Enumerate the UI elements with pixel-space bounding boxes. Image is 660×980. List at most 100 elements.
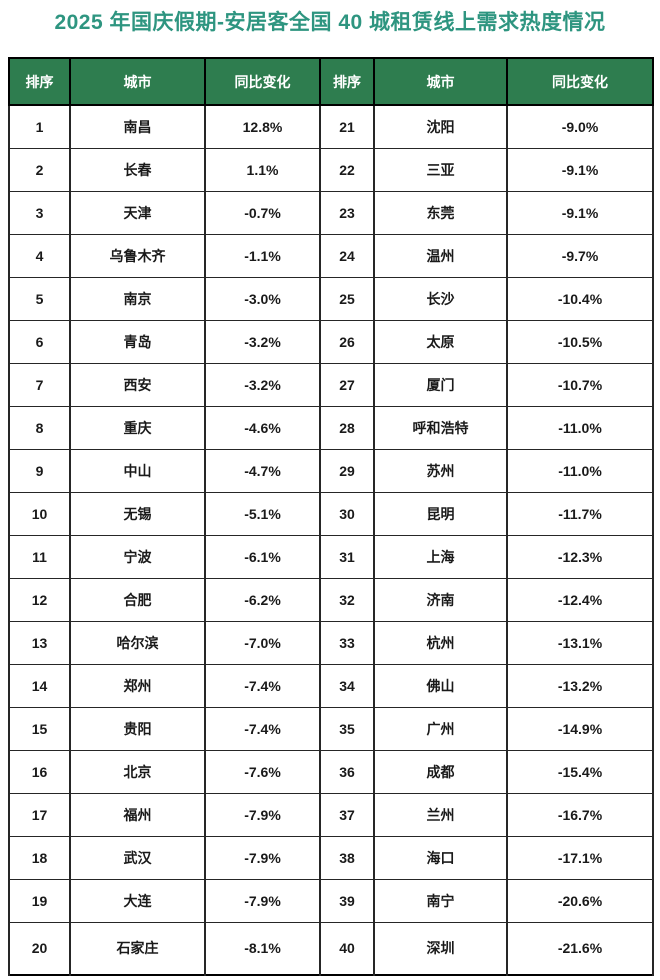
rank-cell: 39 bbox=[319, 878, 375, 923]
change-cell: -0.7% bbox=[204, 190, 321, 235]
city-cell: 成都 bbox=[373, 749, 508, 794]
change-cell: -17.1% bbox=[506, 835, 654, 880]
change-cell: -5.1% bbox=[204, 491, 321, 536]
change-cell: -11.0% bbox=[506, 448, 654, 493]
change-cell: -7.4% bbox=[204, 663, 321, 708]
rank-cell: 7 bbox=[8, 362, 71, 407]
rank-cell: 2 bbox=[8, 147, 71, 192]
table-row: 1 南昌 12.8% 21 沈阳 -9.0% bbox=[8, 104, 654, 149]
change-cell: -4.6% bbox=[204, 405, 321, 450]
city-cell: 苏州 bbox=[373, 448, 508, 493]
change-cell: 12.8% bbox=[204, 104, 321, 149]
table-header-row: 排序 城市 同比变化 排序 城市 同比变化 bbox=[8, 57, 654, 106]
table-row: 12 合肥 -6.2% 32 济南 -12.4% bbox=[8, 577, 654, 622]
table-row: 6 青岛 -3.2% 26 太原 -10.5% bbox=[8, 319, 654, 364]
change-cell: -7.9% bbox=[204, 878, 321, 923]
city-cell: 西安 bbox=[69, 362, 206, 407]
city-cell: 合肥 bbox=[69, 577, 206, 622]
rental-heat-table: 排序 城市 同比变化 排序 城市 同比变化 1 南昌 12.8% 21 沈阳 -9.0% 2… bbox=[8, 57, 654, 976]
change-cell: -10.4% bbox=[506, 276, 654, 321]
change-cell: -4.7% bbox=[204, 448, 321, 493]
change-cell: -7.9% bbox=[204, 792, 321, 837]
change-cell: -10.7% bbox=[506, 362, 654, 407]
change-cell: -7.4% bbox=[204, 706, 321, 751]
city-cell: 三亚 bbox=[373, 147, 508, 192]
table-row: 4 乌鲁木齐 -1.1% 24 温州 -9.7% bbox=[8, 233, 654, 278]
city-cell: 济南 bbox=[373, 577, 508, 622]
city-cell: 贵阳 bbox=[69, 706, 206, 751]
city-cell: 无锡 bbox=[69, 491, 206, 536]
change-cell: -10.5% bbox=[506, 319, 654, 364]
rank-cell: 15 bbox=[8, 706, 71, 751]
rank-cell: 21 bbox=[319, 104, 375, 149]
city-cell: 呼和浩特 bbox=[373, 405, 508, 450]
city-cell: 南昌 bbox=[69, 104, 206, 149]
city-cell: 温州 bbox=[373, 233, 508, 278]
table-row: 14 郑州 -7.4% 34 佛山 -13.2% bbox=[8, 663, 654, 708]
table-row: 19 大连 -7.9% 39 南宁 -20.6% bbox=[8, 878, 654, 923]
table-row: 16 北京 -7.6% 36 成都 -15.4% bbox=[8, 749, 654, 794]
change-cell: -7.0% bbox=[204, 620, 321, 665]
city-cell: 哈尔滨 bbox=[69, 620, 206, 665]
rank-cell: 24 bbox=[319, 233, 375, 278]
city-cell: 南京 bbox=[69, 276, 206, 321]
rank-cell: 19 bbox=[8, 878, 71, 923]
city-cell: 石家庄 bbox=[69, 921, 206, 976]
rank-cell: 34 bbox=[319, 663, 375, 708]
change-cell: -13.1% bbox=[506, 620, 654, 665]
column-header-change-left: 同比变化 bbox=[204, 57, 321, 106]
column-header-rank-right: 排序 bbox=[319, 57, 375, 106]
column-header-city-left: 城市 bbox=[69, 57, 206, 106]
column-header-city-right: 城市 bbox=[373, 57, 508, 106]
city-cell: 厦门 bbox=[373, 362, 508, 407]
rank-cell: 37 bbox=[319, 792, 375, 837]
rank-cell: 30 bbox=[319, 491, 375, 536]
change-cell: -15.4% bbox=[506, 749, 654, 794]
city-cell: 福州 bbox=[69, 792, 206, 837]
table-row: 3 天津 -0.7% 23 东莞 -9.1% bbox=[8, 190, 654, 235]
change-cell: -7.9% bbox=[204, 835, 321, 880]
rank-cell: 31 bbox=[319, 534, 375, 579]
change-cell: -6.1% bbox=[204, 534, 321, 579]
city-cell: 深圳 bbox=[373, 921, 508, 976]
column-header-change-right: 同比变化 bbox=[506, 57, 654, 106]
rank-cell: 11 bbox=[8, 534, 71, 579]
rank-cell: 8 bbox=[8, 405, 71, 450]
city-cell: 南宁 bbox=[373, 878, 508, 923]
change-cell: -14.9% bbox=[506, 706, 654, 751]
city-cell: 天津 bbox=[69, 190, 206, 235]
change-cell: -11.0% bbox=[506, 405, 654, 450]
city-cell: 郑州 bbox=[69, 663, 206, 708]
rank-cell: 10 bbox=[8, 491, 71, 536]
city-cell: 广州 bbox=[373, 706, 508, 751]
change-cell: -12.4% bbox=[506, 577, 654, 622]
city-cell: 中山 bbox=[69, 448, 206, 493]
city-cell: 兰州 bbox=[373, 792, 508, 837]
city-cell: 杭州 bbox=[373, 620, 508, 665]
change-cell: -12.3% bbox=[506, 534, 654, 579]
rank-cell: 5 bbox=[8, 276, 71, 321]
rank-cell: 27 bbox=[319, 362, 375, 407]
table-row: 9 中山 -4.7% 29 苏州 -11.0% bbox=[8, 448, 654, 493]
change-cell: -3.2% bbox=[204, 362, 321, 407]
change-cell: -3.2% bbox=[204, 319, 321, 364]
table-row: 11 宁波 -6.1% 31 上海 -12.3% bbox=[8, 534, 654, 579]
change-cell: -20.6% bbox=[506, 878, 654, 923]
rank-cell: 38 bbox=[319, 835, 375, 880]
table-row: 17 福州 -7.9% 37 兰州 -16.7% bbox=[8, 792, 654, 837]
table-row: 7 西安 -3.2% 27 厦门 -10.7% bbox=[8, 362, 654, 407]
rank-cell: 28 bbox=[319, 405, 375, 450]
change-cell: -9.0% bbox=[506, 104, 654, 149]
rank-cell: 26 bbox=[319, 319, 375, 364]
rank-cell: 13 bbox=[8, 620, 71, 665]
rank-cell: 25 bbox=[319, 276, 375, 321]
rank-cell: 3 bbox=[8, 190, 71, 235]
table-row: 10 无锡 -5.1% 30 昆明 -11.7% bbox=[8, 491, 654, 536]
rank-cell: 20 bbox=[8, 921, 71, 976]
rank-cell: 14 bbox=[8, 663, 71, 708]
change-cell: -1.1% bbox=[204, 233, 321, 278]
change-cell: -6.2% bbox=[204, 577, 321, 622]
table-body: 1 南昌 12.8% 21 沈阳 -9.0% 2 长春 1.1% 22 三亚 -9.1% 3 天津 -0.7… bbox=[8, 104, 654, 976]
change-cell: 1.1% bbox=[204, 147, 321, 192]
rank-cell: 16 bbox=[8, 749, 71, 794]
